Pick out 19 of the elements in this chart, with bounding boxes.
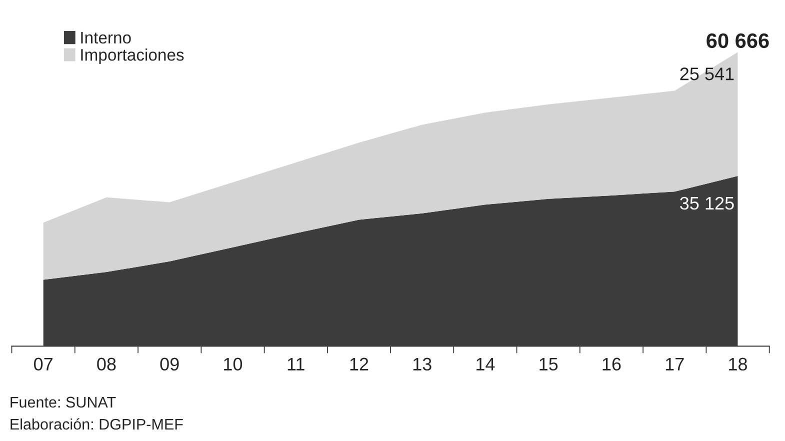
data-label: 35 125 — [680, 196, 734, 210]
x-tick-label: 09 — [160, 358, 179, 371]
x-tick-label: 17 — [666, 358, 684, 370]
x-tick-label: 12 — [350, 358, 368, 370]
legend-label: Importaciones — [81, 48, 184, 64]
total-label: 60 666 — [706, 33, 769, 48]
x-tick-label: 18 — [729, 358, 747, 371]
data-label: 25 541 — [680, 68, 734, 80]
x-tick-label: 10 — [224, 358, 242, 371]
source-note: Fuente: SUNAT — [10, 396, 116, 408]
x-tick-label: 13 — [413, 358, 432, 371]
x-tick-label: 07 — [34, 358, 52, 371]
text: Elaboración: DGPIP-MEF — [10, 418, 183, 430]
x-tick-label: 14 — [476, 358, 495, 370]
x-tick-label: 08 — [97, 358, 116, 371]
x-tick-label: 15 — [540, 358, 558, 371]
x-tick-label: 16 — [602, 358, 621, 371]
x-tick-label: 11 — [288, 358, 304, 370]
legend-label: Interno — [81, 32, 131, 44]
